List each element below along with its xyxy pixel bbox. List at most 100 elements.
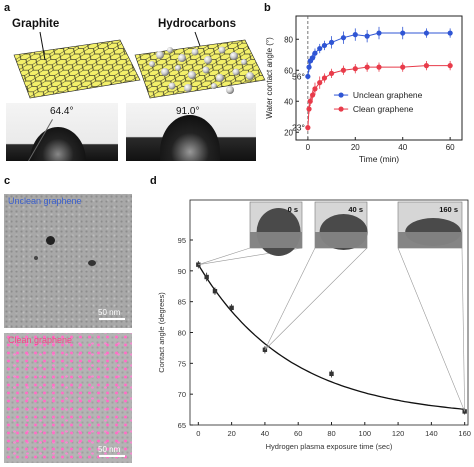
- data-point: [376, 30, 382, 36]
- inset-time-label: 40 s: [348, 205, 363, 214]
- y-tick-label-d: 65: [178, 421, 186, 430]
- data-point: [321, 75, 328, 81]
- data-point-d: [329, 371, 334, 377]
- data-point: [306, 106, 312, 112]
- panel-d-letter: d: [150, 175, 157, 187]
- data-point-d: [229, 305, 234, 311]
- contact-angle-right: 91.0°: [176, 106, 200, 117]
- hydrocarbons-label: Hydrocarbons: [158, 18, 236, 30]
- data-point: [328, 70, 335, 76]
- annotation-56: 56°: [292, 71, 305, 81]
- data-point: [400, 64, 406, 70]
- y-tick-label-d: 95: [178, 236, 186, 245]
- data-point-d: [462, 409, 467, 414]
- panel-d-chart: 0 20 40 60 80 100 120 140 160 65 70 75 80 85 90 95 Hydro…: [157, 199, 471, 451]
- hydrocarbon-molecules: [149, 46, 254, 94]
- graphite-label: Graphite: [12, 18, 60, 30]
- tem-image-clean: [4, 333, 132, 463]
- x-tick-label-b: 40: [398, 143, 407, 152]
- y-tick-label-b: 60: [284, 66, 293, 75]
- contact-angle-left: 64.4°: [50, 106, 74, 117]
- y-tick-label-d: 90: [178, 267, 186, 276]
- data-point: [376, 64, 382, 70]
- clean-graphene-label: Clean graphene: [8, 335, 73, 345]
- data-point: [352, 66, 358, 72]
- droplet-photo-hydrocarbon: [126, 103, 256, 161]
- droplet-photo-graphite: [6, 103, 118, 161]
- data-point: [321, 42, 328, 49]
- x-tick-label-b: 0: [306, 143, 311, 152]
- inset-connector: [264, 247, 316, 350]
- inset-time-label: 0 s: [288, 205, 298, 214]
- data-point: [317, 80, 323, 86]
- inset-photo-1: 40 s: [314, 201, 368, 250]
- data-point: [305, 125, 311, 131]
- data-point: [305, 73, 311, 80]
- x-tick-label-d: 140: [425, 429, 438, 438]
- x-tick-label-b: 20: [351, 143, 360, 152]
- x-tick-label-d: 60: [294, 429, 302, 438]
- data-point: [447, 63, 453, 69]
- x-tick-label-d: 80: [327, 429, 335, 438]
- inset-time-label: 160 s: [439, 205, 458, 214]
- plot-frame-d: [189, 199, 469, 426]
- data-point: [364, 33, 370, 39]
- data-point: [317, 45, 323, 52]
- y-tick-label-d: 80: [178, 329, 186, 338]
- y-tick-label-d: 85: [178, 298, 186, 307]
- data-point-d: [204, 274, 209, 280]
- x-tick-label-d: 0: [196, 429, 200, 438]
- panel-b-chart: 0 20 40 60 20 40 60 80 Time (min) Water contact a…: [265, 15, 463, 164]
- y-axis-label-b: Water contact angle (°): [265, 37, 274, 119]
- x-tick-label-d: 160: [458, 429, 471, 438]
- y-tick-label-d: 75: [178, 359, 186, 368]
- inset-photo-2: 160 s: [397, 201, 463, 249]
- inset-photo-0: 0 s: [249, 201, 303, 256]
- inset-reflection: [398, 232, 462, 248]
- data-point: [328, 39, 335, 45]
- y-tick-label-b: 80: [284, 35, 293, 44]
- data-point: [340, 67, 347, 73]
- panel-a-letter: a: [4, 2, 11, 14]
- data-point: [312, 86, 318, 92]
- y-tick-label-d: 70: [178, 390, 186, 399]
- legend-label: Clean graphene: [353, 104, 414, 114]
- data-point: [310, 55, 316, 61]
- data-point: [423, 63, 430, 69]
- inset-connector: [461, 247, 465, 412]
- legend-marker: [338, 106, 344, 112]
- inset-connector: [397, 247, 465, 412]
- panel-a-illustration: [13, 31, 266, 99]
- x-axis-label-b: Time (min): [359, 154, 399, 164]
- legend-label: Unclean graphene: [353, 90, 423, 100]
- inset-reflection: [315, 232, 367, 248]
- data-point: [340, 35, 347, 41]
- data-point: [310, 92, 316, 98]
- panel-c-letter: c: [4, 175, 11, 187]
- panel-b-letter: b: [264, 2, 271, 14]
- y-tick-label-b: 20: [284, 128, 293, 137]
- x-tick-label-b: 60: [446, 143, 455, 152]
- data-point: [307, 98, 313, 104]
- unclean-graphene-label: Unclean graphene: [8, 196, 82, 206]
- inset-connector: [264, 247, 368, 350]
- data-point: [312, 50, 318, 56]
- annotation-23: 23°: [292, 123, 305, 133]
- x-tick-label-d: 40: [261, 429, 269, 438]
- x-tick-label-d: 100: [359, 429, 372, 438]
- scale-bar-top: [99, 318, 125, 320]
- data-point: [423, 30, 430, 36]
- x-tick-label-d: 20: [227, 429, 235, 438]
- x-tick-label-d: 120: [392, 429, 405, 438]
- data-point: [352, 32, 358, 38]
- y-tick-label-b: 40: [284, 97, 293, 106]
- scale-bar-bottom: [99, 455, 125, 457]
- scale-label-bottom: 50 nm: [98, 445, 121, 454]
- data-point-d: [212, 288, 218, 294]
- inset-connector: [198, 247, 251, 265]
- tem-image-unclean: [4, 194, 132, 328]
- legend-marker: [338, 92, 344, 98]
- data-point-d: [262, 347, 268, 352]
- data-point: [306, 64, 312, 70]
- plot-frame-b: [295, 15, 463, 141]
